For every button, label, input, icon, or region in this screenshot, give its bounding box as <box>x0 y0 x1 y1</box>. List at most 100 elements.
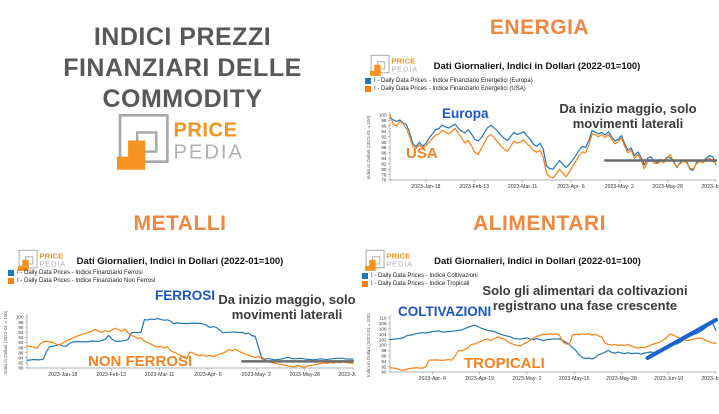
annotation-line: Da inizio maggio, solo <box>559 101 697 116</box>
chart-subtitle: Dati Giornalieri, Indici in Dollari (202… <box>433 61 641 72</box>
svg-text:92: 92 <box>18 335 24 340</box>
page-title-line-3: COMMODITY <box>102 85 263 113</box>
svg-text:90: 90 <box>381 370 387 375</box>
svg-text:78: 78 <box>381 172 387 177</box>
svg-text:88: 88 <box>18 345 24 350</box>
svg-text:2023-Jan-18: 2023-Jan-18 <box>48 372 77 378</box>
svg-text:92: 92 <box>381 364 387 369</box>
pricepedia-logo <box>117 112 244 170</box>
svg-text:100: 100 <box>379 113 387 118</box>
series-label-usa: USA <box>406 145 438 162</box>
svg-text:110: 110 <box>379 316 387 321</box>
svg-text:96: 96 <box>18 325 24 330</box>
svg-text:80: 80 <box>381 167 387 172</box>
series-label-non-ferrosi: NON FERROSI <box>88 353 193 370</box>
svg-text:98: 98 <box>18 320 24 325</box>
svg-text:2023-Apr- 6: 2023-Apr- 6 <box>194 372 222 378</box>
svg-text:88: 88 <box>381 145 387 150</box>
svg-text:2023-Mar-11: 2023-Mar-11 <box>508 184 537 190</box>
svg-text:2023-May-28: 2023-May-28 <box>289 372 320 378</box>
legend-label: I - Daily Data Prices - Indice Coltivazi… <box>371 273 478 279</box>
annotation-line: Da inizio maggio, solo <box>218 292 356 307</box>
svg-text:94: 94 <box>18 330 24 335</box>
legend-color-swatch <box>365 86 371 92</box>
svg-text:2023-Jun-23: 2023-Jun-23 <box>701 184 719 190</box>
svg-text:2023-Jun-10: 2023-Jun-10 <box>654 376 683 382</box>
svg-text:92: 92 <box>381 134 387 139</box>
svg-text:2023-Jun-23: 2023-Jun-23 <box>338 372 356 378</box>
legend-color-swatch <box>8 278 14 284</box>
svg-text:82: 82 <box>18 361 24 366</box>
pricepedia-logo-small <box>18 249 66 271</box>
legend-item: I - Daily Data Prices - Indice Finanziar… <box>8 278 155 284</box>
svg-text:Indici in Dollari (2022-01 = 1: Indici in Dollari (2022-01 = 100) <box>366 313 371 377</box>
svg-text:82: 82 <box>381 161 387 166</box>
svg-text:80: 80 <box>18 366 24 371</box>
legend: I - Daily Data Prices - Indice Finanziar… <box>8 270 155 284</box>
legend-item: I - Daily Data Prices - Indice Tropicali <box>362 281 478 287</box>
svg-text:90: 90 <box>381 140 387 145</box>
svg-text:106: 106 <box>379 327 387 332</box>
annotation-line: registrano una fase crescente <box>492 297 678 313</box>
svg-text:2023-May-15: 2023-May-15 <box>559 376 590 382</box>
svg-text:86: 86 <box>18 350 24 355</box>
legend-color-swatch <box>362 281 368 287</box>
legend: I - Daily Data Prices - Indice Finanziar… <box>365 78 533 92</box>
annotation-metalli: Da inizio maggio, solo movimenti lateral… <box>216 292 358 323</box>
svg-text:94: 94 <box>381 359 387 364</box>
annotation-line: movimenti laterali <box>231 306 343 322</box>
svg-text:102: 102 <box>379 337 387 342</box>
annotation-line: Solo gli alimentari da coltivazioni <box>482 283 688 298</box>
svg-text:94: 94 <box>381 129 387 134</box>
series-label-coltivazioni: COLTIVAZIONI <box>398 304 492 319</box>
annotation-line: movimenti laterali <box>572 115 684 131</box>
annotation-alimentari: Solo gli alimentari da coltivazioni regi… <box>455 283 715 314</box>
legend: I - Daily Data Prices - Indice Coltivazi… <box>362 273 478 287</box>
pricepedia-logo-small <box>365 249 413 271</box>
legend-label: I - Daily Data Prices - Indice Finanziar… <box>17 278 156 284</box>
svg-text:86: 86 <box>381 151 387 156</box>
series-label-ferrosi: FERROSI <box>155 288 216 303</box>
chart-title-alimentari: ALIMENTARI <box>473 212 606 235</box>
series-label-europa: Europa <box>442 106 489 121</box>
annotation-energia: Da inizio maggio, solo movimenti lateral… <box>538 101 718 132</box>
svg-text:2023-May-28: 2023-May-28 <box>652 184 683 190</box>
chart-title-metalli: METALLI <box>133 212 227 235</box>
pricepedia-logo-small <box>370 54 418 76</box>
svg-text:76: 76 <box>381 178 387 183</box>
svg-text:108: 108 <box>379 321 387 326</box>
chart-metalli-section: METALLI Dati Giornalieri, Indici in Doll… <box>0 200 360 414</box>
chart-subtitle: Dati Giornalieri, Indici in Dollari (202… <box>76 256 284 267</box>
svg-text:2023-Mar-11: 2023-Mar-11 <box>145 372 174 378</box>
legend-item: I - Daily Data Prices - Indice Finanziar… <box>365 78 533 84</box>
legend-item: I - Daily Data Prices - Indice Finanziar… <box>365 86 533 92</box>
svg-text:2023-Jun-23: 2023-Jun-23 <box>701 376 719 382</box>
legend-label: I - Daily Data Prices - Indice Finanziar… <box>17 270 143 276</box>
svg-text:2023-Feb-13: 2023-Feb-13 <box>459 184 489 190</box>
legend-color-swatch <box>365 78 371 84</box>
svg-text:90: 90 <box>18 340 24 345</box>
svg-text:Indici in Dollari (2022-01 = 1: Indici in Dollari (2022-01 = 100) <box>3 310 8 374</box>
legend-label: I - Daily Data Prices - Indice Finanziar… <box>374 78 533 84</box>
chart-subtitle: Dati Giornalieri, Indici in Dollari (202… <box>434 256 641 267</box>
svg-text:96: 96 <box>381 124 387 129</box>
chart-title-energia: ENERGIA <box>489 16 590 39</box>
series-label-tropicali: TROPICALI <box>464 355 545 372</box>
svg-text:84: 84 <box>18 356 24 361</box>
svg-text:2023-May- 2: 2023-May- 2 <box>242 372 271 378</box>
svg-text:2023-Jan-18: 2023-Jan-18 <box>411 184 440 190</box>
chart-alimentari-section: ALIMENTARI Dati Giornalieri, Indici in D… <box>360 200 719 414</box>
page-title: INDICI PREZZI FINANZIARI DELLE COMMODITY <box>30 22 335 115</box>
svg-text:100: 100 <box>16 315 24 320</box>
legend-label: I - Daily Data Prices - Indice Tropicali <box>371 281 470 287</box>
svg-text:98: 98 <box>381 348 387 353</box>
svg-text:2023-Apr- 6: 2023-Apr- 6 <box>419 376 447 382</box>
svg-text:84: 84 <box>381 156 387 161</box>
svg-text:2023-Apr- 6: 2023-Apr- 6 <box>557 184 585 190</box>
legend-color-swatch <box>362 273 368 279</box>
svg-text:2023-Apr-19: 2023-Apr-19 <box>465 376 494 382</box>
